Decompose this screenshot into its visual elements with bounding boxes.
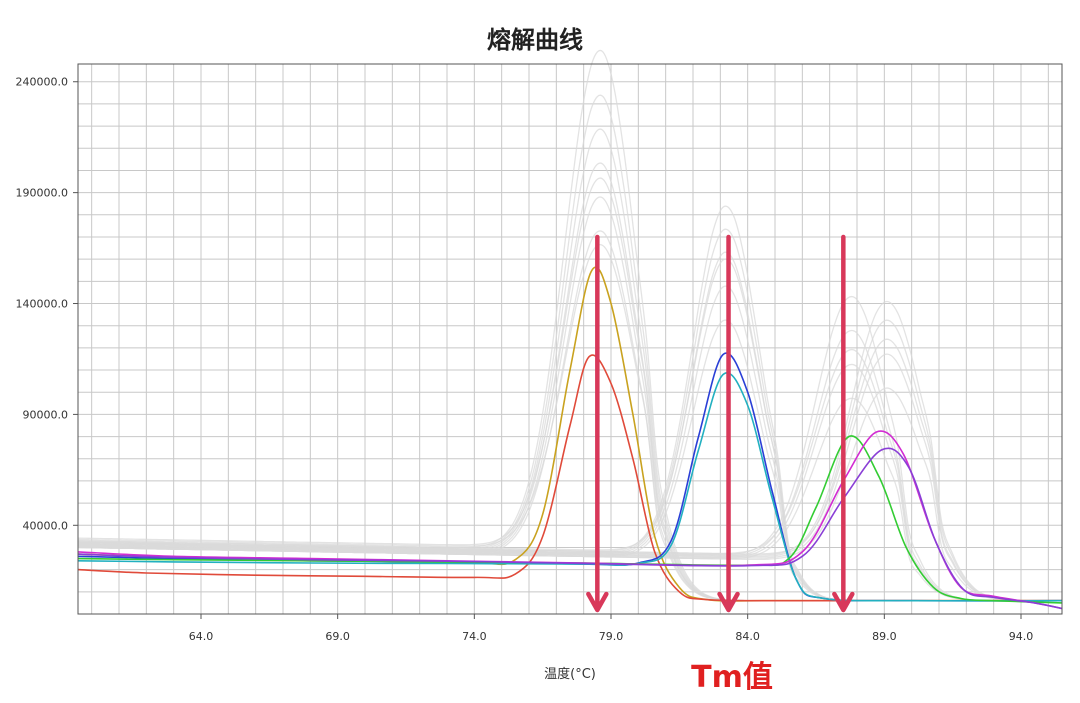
- series-line-2: [77, 354, 1062, 602]
- series-line-4: [77, 372, 1063, 602]
- x-tick-label: 64.0: [189, 630, 214, 643]
- replicate-curve: [77, 300, 1062, 602]
- series-line-7: [77, 447, 1063, 610]
- series-group: [77, 266, 1063, 610]
- tm-arrow-head-2: [717, 591, 740, 613]
- replicate-curve: [77, 177, 1062, 602]
- x-tick-label: 74.0: [462, 630, 487, 643]
- grid: [78, 64, 1062, 614]
- y-axis-ticks: 40000.0 90000.0 140000.0 190000.0 240000.0: [16, 76, 78, 532]
- replicate-curve: [77, 338, 1062, 602]
- series-line-6: [77, 430, 1063, 610]
- y-tick-label: 40000.0: [23, 519, 69, 532]
- replicate-curve: [77, 319, 1062, 602]
- series-line-5: [77, 435, 1063, 604]
- x-tick-label: 79.0: [599, 630, 624, 643]
- x-tick-label: 89.0: [872, 630, 897, 643]
- background-curves: [77, 49, 1062, 602]
- replicate-curve: [77, 387, 1062, 602]
- chart-title: 熔解曲线: [487, 26, 583, 54]
- x-axis-label: 温度(°C): [544, 666, 596, 682]
- tm-arrow-head-3: [832, 591, 855, 613]
- replicate-curve: [77, 353, 1062, 602]
- x-axis-ticks: 64.0 69.0 74.0 79.0 84.0 89.0 94.0: [189, 614, 1034, 643]
- tm-arrow-head-1: [586, 591, 609, 613]
- y-tick-label: 190000.0: [16, 187, 69, 200]
- plot-frame: [77, 63, 1063, 615]
- x-tick-label: 94.0: [1009, 630, 1034, 643]
- tm-annotation: Tm值: [691, 660, 773, 695]
- x-tick-label: 69.0: [325, 630, 350, 643]
- y-tick-label: 140000.0: [16, 298, 69, 311]
- x-tick-label: 84.0: [735, 630, 760, 643]
- y-tick-label: 90000.0: [23, 408, 69, 421]
- tm-markers: [586, 234, 855, 613]
- y-tick-label: 240000.0: [16, 76, 69, 89]
